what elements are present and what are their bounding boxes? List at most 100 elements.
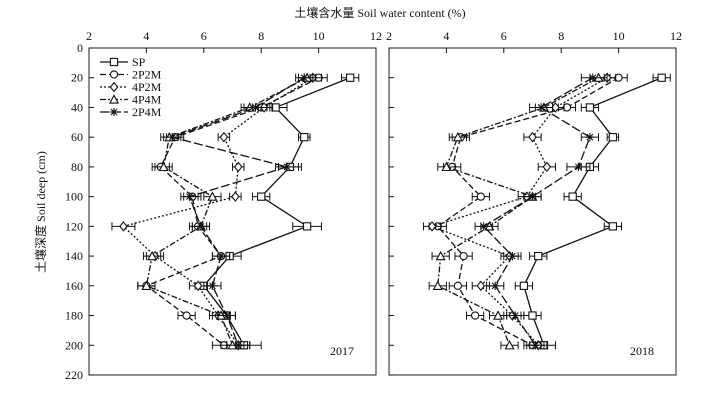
series-4P4M xyxy=(137,72,317,350)
data-point xyxy=(476,192,485,201)
series-line xyxy=(437,77,599,346)
legend-item: 2P4M xyxy=(100,105,162,119)
data-point xyxy=(427,221,437,232)
panel-year-label: 2017 xyxy=(330,344,354,358)
series-2P2M xyxy=(137,73,328,350)
data-point xyxy=(542,161,552,173)
left-axis-title: 土壤深度 Soil deep (cm) xyxy=(33,151,48,273)
series-line xyxy=(436,77,619,346)
legend-item: 4P4M xyxy=(100,93,162,107)
data-point xyxy=(452,131,463,142)
data-point xyxy=(147,250,158,261)
series-line xyxy=(482,77,594,346)
legend-label: 2P2M xyxy=(132,68,162,82)
x-tick-label: 4 xyxy=(443,29,449,43)
data-point xyxy=(182,311,191,320)
series-2P4M xyxy=(474,73,605,350)
data-point xyxy=(185,192,194,201)
data-point xyxy=(300,133,309,142)
y-tick-label: 200 xyxy=(65,338,83,352)
data-point xyxy=(528,192,537,201)
data-point xyxy=(435,250,446,261)
x-tick-label: 10 xyxy=(313,29,325,43)
x-tick-label: 8 xyxy=(558,29,564,43)
y-tick-label: 80 xyxy=(71,160,83,174)
data-point xyxy=(158,161,169,172)
data-point xyxy=(459,251,468,261)
data-point xyxy=(585,132,595,142)
x-tick-label: 8 xyxy=(258,29,264,43)
series-line xyxy=(145,77,319,346)
data-point xyxy=(608,222,618,231)
legend-label: 2P4M xyxy=(132,105,162,119)
data-point xyxy=(302,222,312,231)
x-tick-label: 6 xyxy=(201,29,207,43)
data-point xyxy=(531,341,540,350)
series-line xyxy=(145,77,308,346)
data-point xyxy=(282,162,292,172)
legend-item: SP xyxy=(100,55,146,69)
legend-marker xyxy=(109,107,119,117)
plot-frame xyxy=(88,47,377,376)
series-4P2M xyxy=(422,72,617,351)
data-point xyxy=(208,281,217,291)
legend-label: 4P4M xyxy=(132,93,162,107)
x-tick-label: 12 xyxy=(370,29,382,43)
data-point xyxy=(119,221,128,232)
data-point xyxy=(141,280,152,290)
data-point xyxy=(511,311,520,320)
data-point xyxy=(534,251,543,261)
plot-frame xyxy=(388,47,677,376)
legend-marker xyxy=(108,94,120,104)
data-point xyxy=(168,132,177,142)
data-point xyxy=(219,131,229,143)
data-point xyxy=(568,192,577,201)
series-line xyxy=(523,77,662,346)
y-tick-label: 120 xyxy=(65,219,83,233)
series-line xyxy=(202,77,351,346)
data-point xyxy=(231,191,240,202)
data-point xyxy=(432,280,443,290)
series-line xyxy=(170,77,305,346)
y-tick-label: 20 xyxy=(71,71,83,85)
panel-2017: 2 4 6 8 10 1202040608010012014016018020022020… xyxy=(65,29,382,382)
data-point xyxy=(528,131,537,143)
data-point xyxy=(257,192,266,201)
data-point xyxy=(193,280,203,292)
legend-item: 4P2M xyxy=(100,80,162,94)
data-point xyxy=(346,73,355,82)
data-point xyxy=(528,311,537,320)
data-point xyxy=(251,103,260,112)
x-tick-label: 12 xyxy=(670,29,682,43)
series-SP xyxy=(514,73,671,350)
data-point xyxy=(300,73,309,82)
data-point xyxy=(453,281,463,290)
data-point xyxy=(490,281,500,291)
legend-item: 2P2M xyxy=(100,68,162,82)
panel-year-label: 2018 xyxy=(630,344,654,358)
data-point xyxy=(441,161,452,172)
data-point xyxy=(585,103,595,112)
y-tick-label: 180 xyxy=(65,309,83,323)
data-point xyxy=(479,222,488,231)
data-point xyxy=(493,310,504,320)
top-axis-title: 土壤含水量 Soil water content (%) xyxy=(294,5,465,20)
chart-panels: 2 4 6 8 10 1202040608010012014016018020022020… xyxy=(65,29,682,382)
y-tick-label: 100 xyxy=(65,190,83,204)
x-tick-label: 4 xyxy=(143,29,149,43)
data-point xyxy=(234,341,243,350)
data-point xyxy=(470,311,480,320)
data-point xyxy=(476,280,486,292)
series-4P4M xyxy=(428,72,608,350)
data-point xyxy=(222,311,231,320)
x-tick-label: 2 xyxy=(386,29,392,43)
data-point xyxy=(519,281,529,290)
panel-2018: 2 4 6 8 10 12 2018 xyxy=(386,29,682,376)
series-SP xyxy=(194,73,360,350)
data-point xyxy=(233,161,243,173)
y-tick-label: 40 xyxy=(71,100,83,114)
data-point xyxy=(508,251,517,261)
series-2P4M xyxy=(163,73,314,350)
